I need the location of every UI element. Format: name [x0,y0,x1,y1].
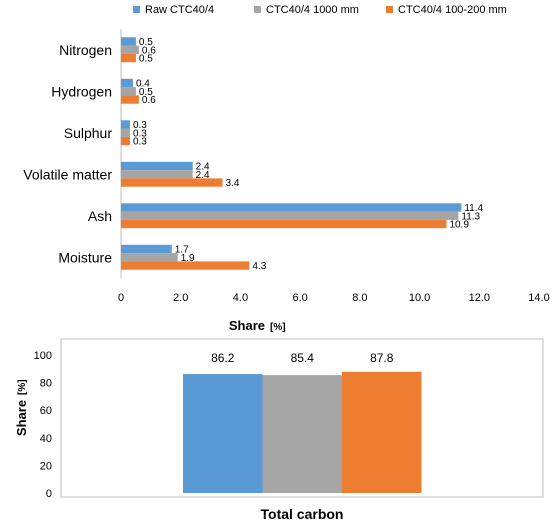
bar-moisture-100-200mm [121,261,250,270]
bar-hydrogen-100-200mm [121,95,139,104]
y-tick-label-3: 60 [40,405,52,417]
data-label-hydrogen-raw: 0.4 [136,78,150,89]
y-tick-label-2: 40 [40,433,52,445]
category-label-volatile-matter: Volatile matter [23,166,112,182]
x-tick-label-6: 12.0 [469,292,490,304]
data-label-ash-100-200mm: 10.9 [449,220,469,231]
data-label-moisture-100-200mm: 4.3 [252,261,266,272]
legend-label-100-200mm: CTC40/4 100-200 mm [398,4,507,16]
bar-hydrogen-1000mm [121,87,136,96]
y-tick-label-4: 80 [40,378,52,390]
data-label-total-carbon-raw: 86.2 [211,351,235,365]
bottom-y-axis-title: Share [14,400,29,436]
category-label-moisture: Moisture [58,249,112,265]
x-tick-label-1: 2.0 [173,292,188,304]
x-tick-label-0: 0 [118,292,124,304]
data-label-moisture-1000mm: 1.9 [181,253,195,264]
top-bar-chart: 0.50.60.50.40.50.60.30.30.32.42.43.411.4… [23,29,550,333]
data-label-hydrogen-100-200mm: 0.6 [142,95,156,106]
data-label-sulphur-raw: 0.3 [133,120,147,131]
category-label-sulphur: Sulphur [64,125,113,141]
bar-total-carbon-1000mm [262,375,342,493]
data-label-nitrogen-1000mm: 0.6 [142,45,156,56]
x-tick-label-7: 14.0 [528,292,549,304]
legend-swatch-raw [133,6,140,13]
data-label-ash-raw: 11.4 [464,203,483,214]
bottom-x-axis-title: Total carbon [261,506,344,522]
x-tick-label-2: 4.0 [233,292,248,304]
y-tick-label-0: 0 [46,488,52,500]
bar-sulphur-1000mm [121,128,130,137]
bottom-bar-chart: 0 20 40 60 80 100 86.2 85.4 87.8 Share [%] Tota… [14,338,544,522]
legend-label-raw: Raw CTC40/4 [145,4,214,16]
legend: Raw CTC40/4 CTC40/4 1000 mm CTC40/4 100-… [133,4,507,16]
bar-nitrogen-1000mm [121,45,139,54]
legend-label-1000mm: CTC40/4 1000 mm [266,4,359,16]
data-label-ash-1000mm: 11.3 [461,211,480,222]
top-x-axis-unit: [%] [270,322,286,333]
top-x-tick-labels: 0 2.0 4.0 6.0 8.0 10.0 12.0 14.0 [118,292,550,304]
bar-total-carbon-raw [183,374,263,493]
bar-nitrogen-100-200mm [121,53,136,63]
bottom-y-axis-unit: [%] [17,379,28,395]
bar-hydrogen-raw [121,78,133,88]
bar-sulphur-raw [121,120,130,129]
data-label-hydrogen-1000mm: 0.5 [139,87,153,98]
y-tick-label-1: 20 [40,460,52,472]
category-label-ash: Ash [88,208,112,224]
bottom-plot-frame [60,338,544,498]
bar-moisture-raw [121,244,172,254]
data-label-volatile-matter-100-200mm: 3.4 [226,178,240,189]
data-label-nitrogen-raw: 0.5 [139,37,153,48]
data-label-sulphur-100-200mm: 0.3 [133,137,147,148]
x-tick-label-4: 8.0 [352,292,367,304]
bar-total-carbon-100-200mm [342,371,422,493]
y-tick-label-5: 100 [34,350,52,362]
category-label-nitrogen: Nitrogen [59,42,112,58]
data-label-moisture-raw: 1.7 [175,244,189,255]
bar-sulphur-100-200mm [121,136,130,146]
top-bars [121,37,462,270]
bar-ash-raw [121,203,462,212]
bar-nitrogen-raw [121,37,136,46]
top-data-labels: 0.50.60.50.40.50.60.30.30.32.42.43.411.4… [133,37,484,272]
data-label-total-carbon-1000mm: 85.4 [291,351,315,365]
legend-swatch-100-200mm [386,6,393,13]
data-label-volatile-matter-1000mm: 2.4 [196,170,210,181]
category-label-hydrogen: Hydrogen [51,83,112,99]
top-category-labels: Nitrogen Hydrogen Sulphur Volatile matter As… [23,42,112,266]
data-label-volatile-matter-raw: 2.4 [196,161,210,172]
bottom-bars [183,371,422,493]
legend-swatch-1000mm [254,6,261,13]
data-label-sulphur-1000mm: 0.3 [133,128,147,139]
bar-ash-100-200mm [121,219,447,229]
bottom-data-labels: 86.2 85.4 87.8 [211,351,394,365]
bar-ash-1000mm [121,211,459,220]
bar-volatile-matter-100-200mm [121,178,223,187]
bar-volatile-matter-raw [121,161,193,171]
x-tick-label-5: 10.0 [409,292,430,304]
bottom-y-tick-labels: 0 20 40 60 80 100 [34,350,52,500]
x-tick-label-3: 6.0 [292,292,307,304]
bar-moisture-1000mm [121,253,178,262]
bar-volatile-matter-1000mm [121,170,193,179]
data-label-nitrogen-100-200mm: 0.5 [139,54,153,65]
data-label-total-carbon-100-200mm: 87.8 [370,351,394,365]
top-x-axis-title: Share [229,318,265,333]
